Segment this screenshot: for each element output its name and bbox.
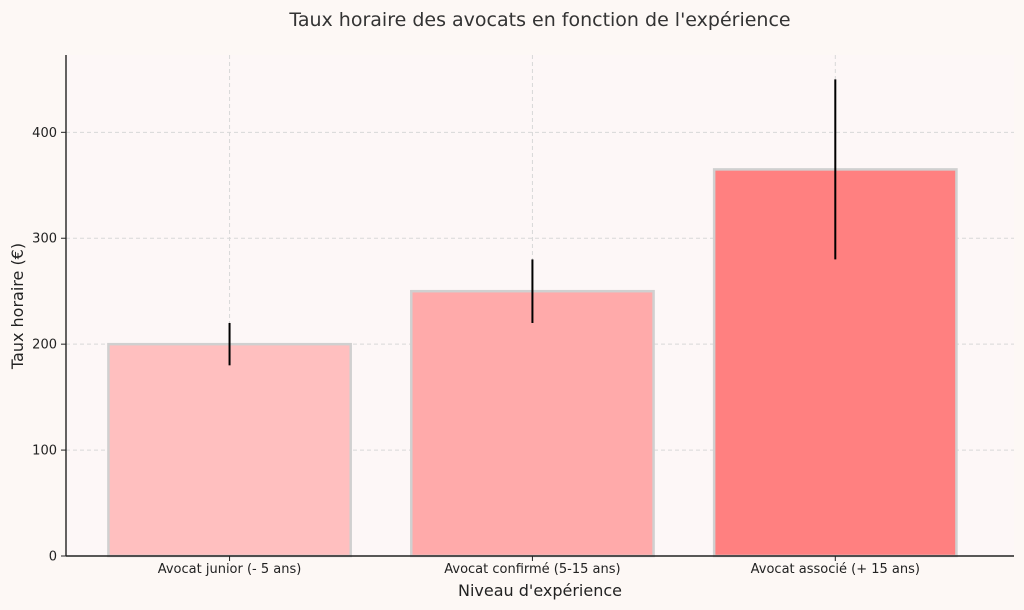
x-tick-label-0: Avocat junior (- 5 ans)	[158, 562, 302, 577]
y-ticks: 0 100 200 300 400	[32, 126, 66, 565]
x-tick-label-2: Avocat associé (+ 15 ans)	[751, 562, 920, 577]
chart-title: Taux horaire des avocats en fonction de …	[288, 9, 790, 31]
y-tick-label-0: 0	[49, 550, 57, 565]
x-ticks: Avocat junior (- 5 ans) Avocat confirmé (…	[158, 556, 920, 577]
x-tick-label-1: Avocat confirmé (5-15 ans)	[444, 562, 620, 577]
x-axis-label: Niveau d'expérience	[458, 581, 622, 600]
axes	[65, 55, 1014, 557]
y-tick-label-4: 400	[32, 126, 57, 141]
y-axis-label: Taux horaire (€)	[8, 243, 27, 370]
bar-1	[410, 289, 655, 558]
y-tick-label-2: 200	[32, 338, 57, 353]
bar-0	[107, 342, 352, 558]
y-tick-label-1: 100	[32, 444, 57, 459]
error-bars	[228, 79, 837, 366]
y-tick-label-3: 300	[32, 232, 57, 247]
